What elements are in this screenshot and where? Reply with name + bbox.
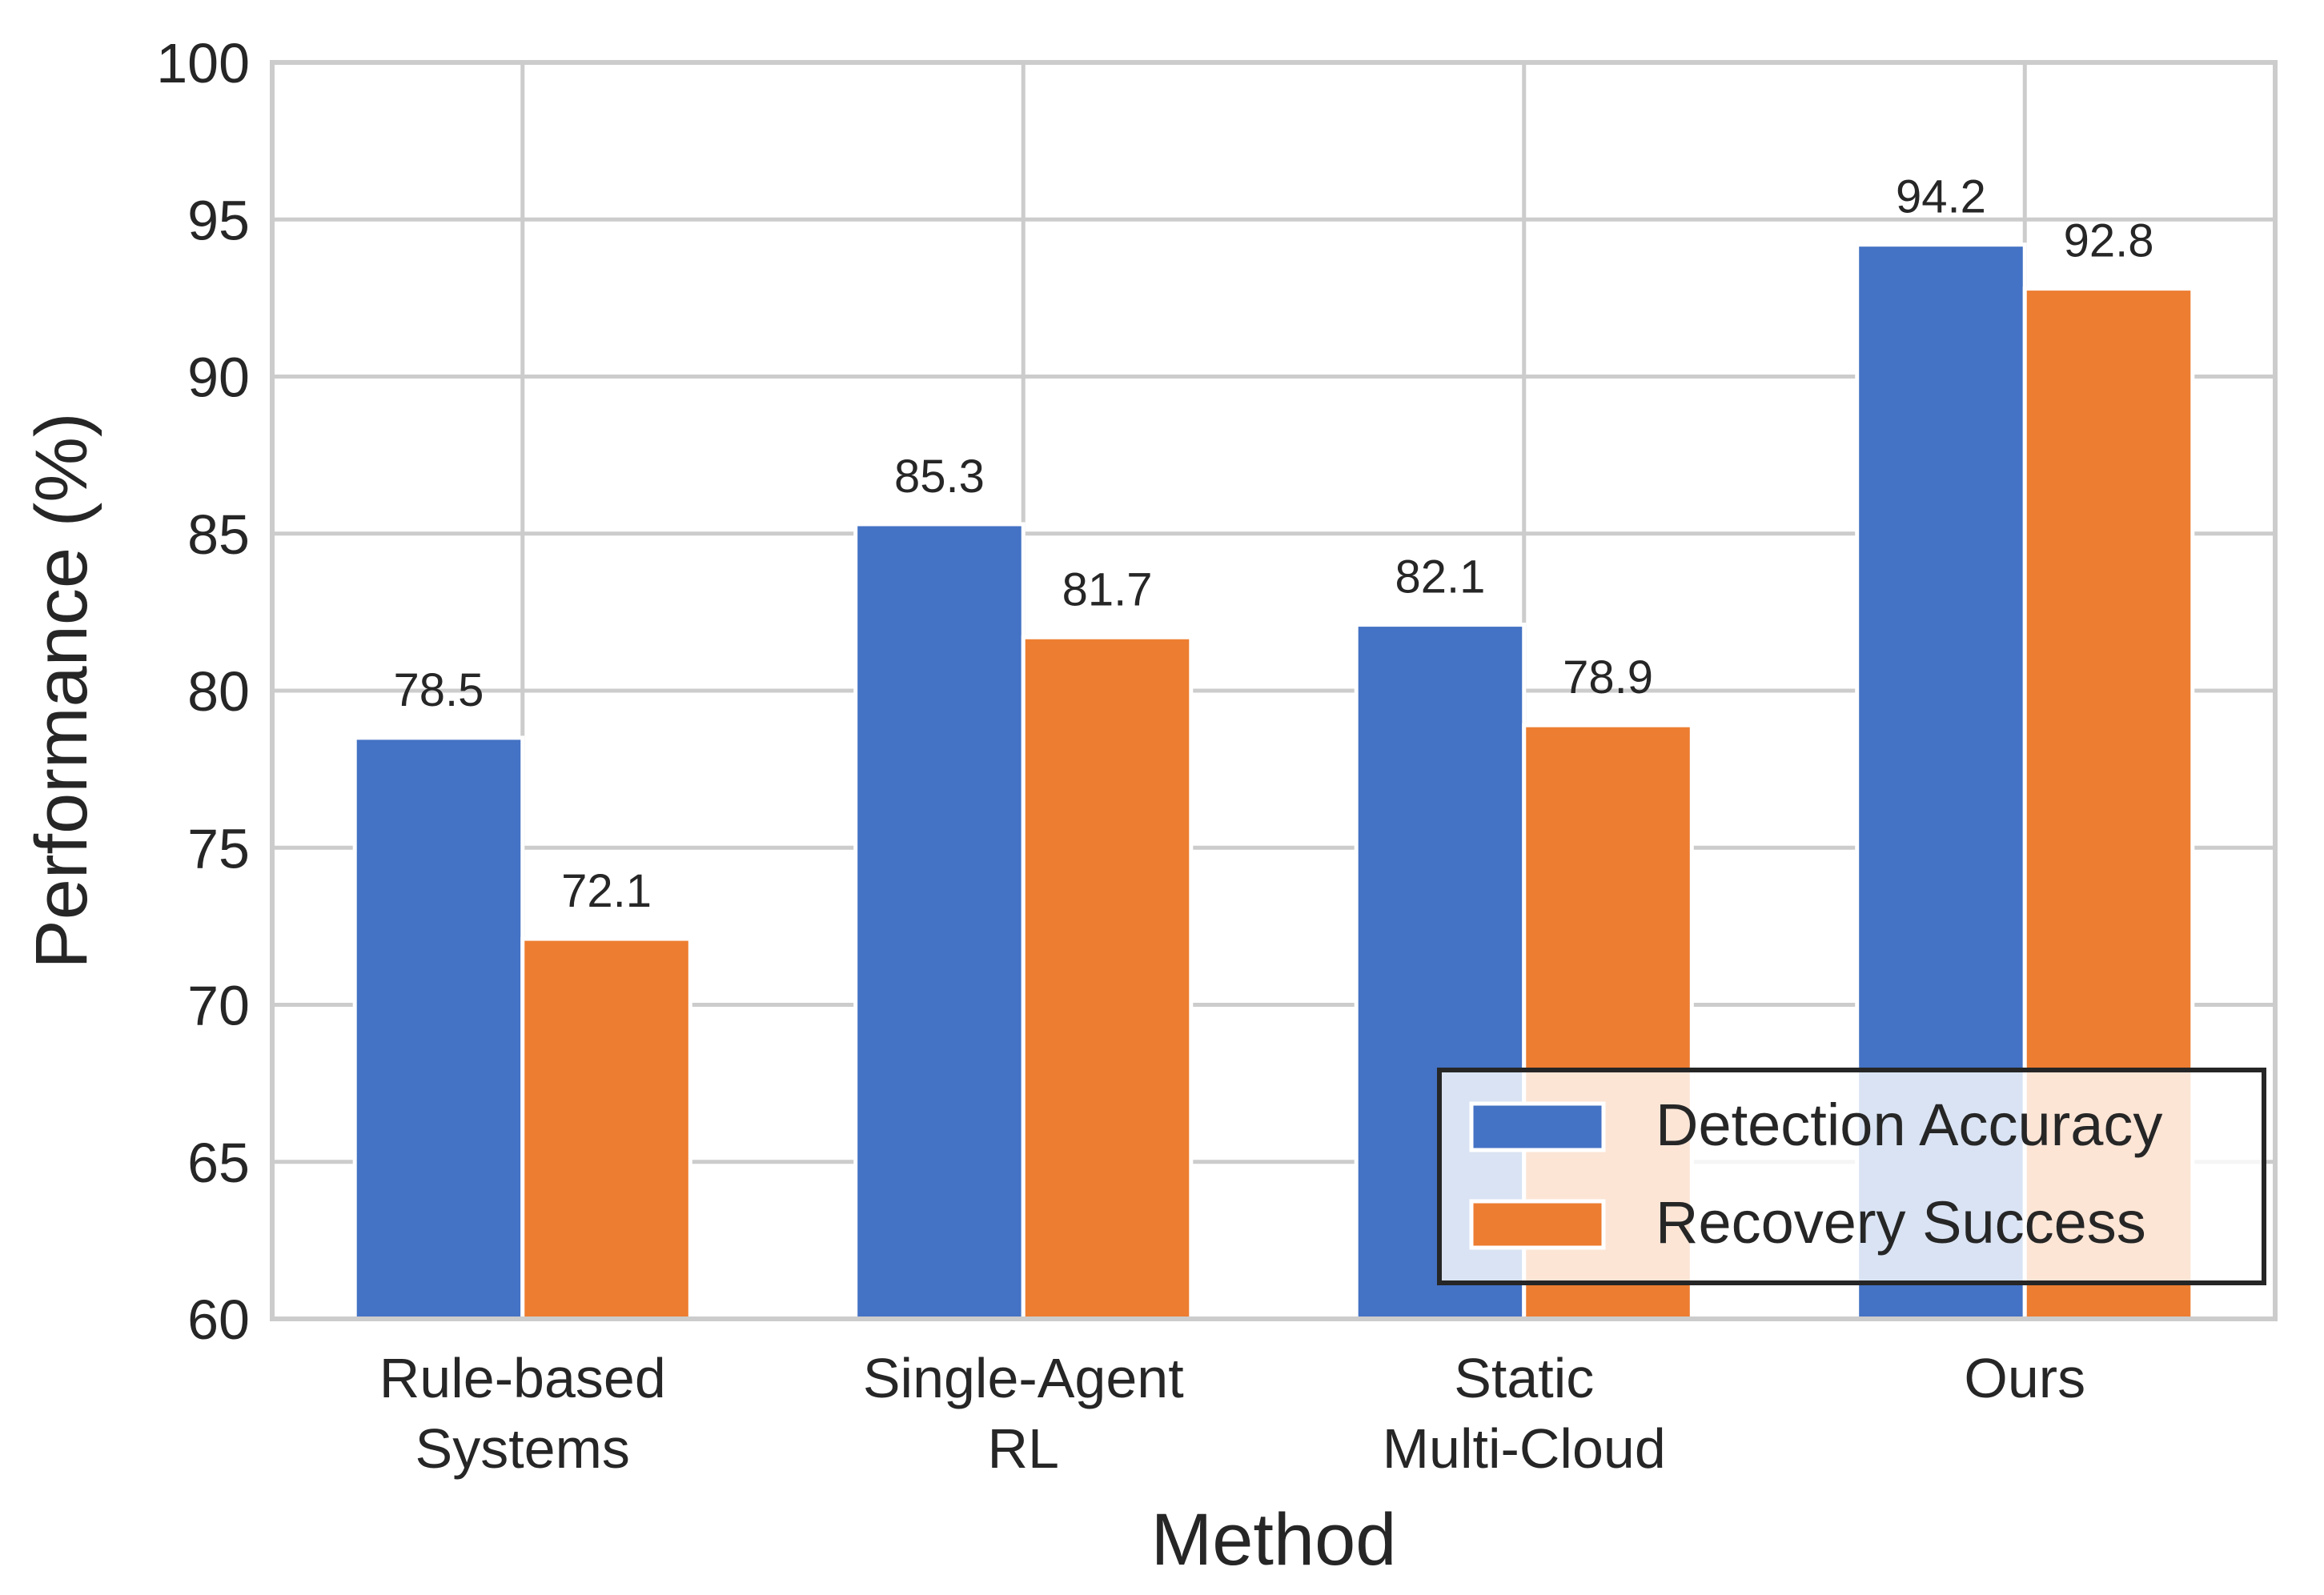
legend-swatch xyxy=(1469,1199,1606,1250)
plot-area-frame xyxy=(270,60,2278,1321)
legend: Detection Accuracy Recovery Success xyxy=(1437,1068,2266,1285)
bar-recovery-success xyxy=(1021,635,1194,1321)
y-tick-label: 95 xyxy=(187,189,250,251)
legend-swatch xyxy=(1469,1101,1606,1152)
x-tick-label: Single-Agent RL xyxy=(863,1347,1184,1480)
data-label: 72.1 xyxy=(561,865,652,917)
x-axis-title: Method xyxy=(1151,1499,1397,1581)
x-tick-label: Ours xyxy=(1964,1347,2085,1409)
data-label: 81.7 xyxy=(1062,563,1153,615)
data-label: 94.2 xyxy=(1896,171,1986,223)
data-label: 92.8 xyxy=(2064,215,2154,267)
y-axis-ticks: 60 65 70 75 80 85 90 95 100 xyxy=(156,32,250,1351)
bar-recovery-success xyxy=(520,936,692,1321)
bar-detection-accuracy xyxy=(352,735,525,1321)
x-tick-label: Static Multi-Cloud xyxy=(1383,1347,1666,1480)
data-label: 78.5 xyxy=(394,664,484,716)
x-tick-label: Rule-based Systems xyxy=(379,1347,666,1480)
bar-detection-accuracy xyxy=(853,522,1026,1321)
y-tick-label: 85 xyxy=(187,503,250,566)
legend-label: Detection Accuracy xyxy=(1656,1092,2162,1158)
y-tick-label: 75 xyxy=(187,817,250,880)
legend-label: Recovery Success xyxy=(1656,1189,2146,1256)
y-tick-label: 70 xyxy=(187,975,250,1037)
data-label: 78.9 xyxy=(1563,651,1653,703)
y-tick-label: 80 xyxy=(187,660,250,723)
y-tick-label: 65 xyxy=(187,1132,250,1194)
y-axis-title: Performance (%) xyxy=(21,412,102,968)
y-tick-label: 100 xyxy=(156,32,250,94)
y-tick-label: 60 xyxy=(187,1288,250,1351)
x-axis-ticks: Rule-based Systems Single-Agent RL Static Mul… xyxy=(379,1347,2085,1480)
data-label: 82.1 xyxy=(1395,551,1486,603)
y-tick-label: 90 xyxy=(187,347,250,409)
data-labels: 78.5 85.3 82.1 94.2 72.1 81.7 78.9 92.8 xyxy=(394,171,2154,917)
data-label: 85.3 xyxy=(894,451,985,503)
